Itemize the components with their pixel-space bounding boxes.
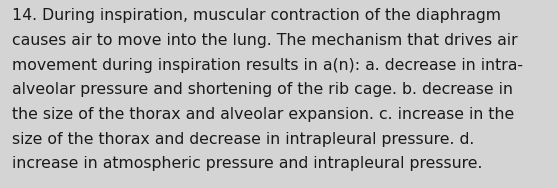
Text: the size of the thorax and alveolar expansion. c. increase in the: the size of the thorax and alveolar expa… bbox=[12, 107, 514, 122]
Text: size of the thorax and decrease in intrapleural pressure. d.: size of the thorax and decrease in intra… bbox=[12, 132, 475, 147]
Text: alveolar pressure and shortening of the rib cage. b. decrease in: alveolar pressure and shortening of the … bbox=[12, 82, 513, 97]
Text: increase in atmospheric pressure and intrapleural pressure.: increase in atmospheric pressure and int… bbox=[12, 156, 483, 171]
Text: 14. During inspiration, muscular contraction of the diaphragm: 14. During inspiration, muscular contrac… bbox=[12, 8, 501, 24]
Text: causes air to move into the lung. The mechanism that drives air: causes air to move into the lung. The me… bbox=[12, 33, 518, 48]
Text: movement during inspiration results in a(n): a. decrease in intra-: movement during inspiration results in a… bbox=[12, 58, 523, 73]
